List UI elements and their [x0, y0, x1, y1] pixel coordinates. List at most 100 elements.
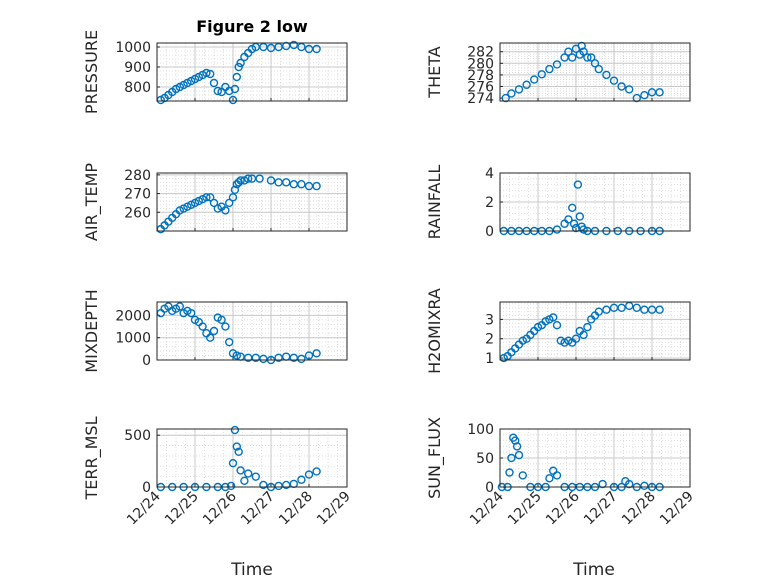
data-point — [655, 305, 664, 314]
data-point — [545, 64, 554, 74]
y-tick-label: 0 — [142, 353, 151, 369]
data-point — [609, 76, 619, 85]
data-point — [564, 47, 573, 56]
data-point — [297, 475, 306, 484]
data-point — [236, 176, 245, 185]
y-tick-label: 2 — [485, 195, 494, 211]
data-point — [236, 58, 245, 68]
axes-frame — [499, 301, 691, 361]
axes-frame — [156, 172, 348, 232]
data-point — [282, 480, 291, 490]
data-point — [617, 303, 626, 312]
data-point — [205, 333, 215, 342]
data-point — [209, 198, 219, 208]
data-point — [552, 60, 562, 69]
data-point — [289, 40, 298, 50]
data-point — [507, 453, 516, 463]
data-point — [569, 219, 579, 228]
y-axis-label: PRESSURE — [82, 30, 101, 114]
data-point — [568, 53, 577, 62]
data-point — [583, 322, 592, 332]
y-tick-label: 0 — [485, 480, 494, 496]
data-point — [522, 80, 531, 89]
y-tick-label: 260 — [124, 205, 151, 221]
y-axis-label: MIXDEPTH — [82, 289, 101, 372]
data-point — [228, 458, 238, 468]
data-point — [568, 203, 577, 213]
data-point — [282, 178, 291, 187]
data-point — [234, 447, 243, 456]
data-point — [312, 181, 321, 191]
subplot-5: 0 1000 2000 MIXDEPTH — [82, 289, 348, 373]
data-point — [537, 70, 546, 79]
data-point — [304, 470, 314, 479]
data-point — [230, 84, 240, 94]
data-point — [202, 68, 211, 78]
data-point — [579, 225, 588, 234]
data-point — [274, 353, 283, 362]
data-point — [297, 354, 306, 364]
data-point — [175, 302, 185, 311]
data-point — [234, 178, 243, 187]
y-tick-label: 4 — [485, 166, 494, 182]
data-point — [186, 308, 196, 318]
data-point — [289, 353, 298, 362]
data-point — [552, 225, 562, 234]
data-point — [598, 479, 607, 489]
data-point — [243, 469, 253, 478]
y-tick-label: 1000 — [115, 331, 151, 347]
data-point — [236, 466, 245, 475]
data-point — [224, 198, 234, 208]
data-point — [312, 349, 321, 358]
axes-frame — [499, 172, 691, 232]
data-point — [587, 53, 596, 62]
data-point — [632, 93, 641, 103]
data-point — [234, 62, 243, 72]
data-point — [617, 82, 626, 91]
subplot-1: 800 900 1000 PRESSURE — [82, 30, 348, 114]
data-point — [232, 351, 242, 360]
data-point — [202, 193, 211, 202]
axes-frame — [499, 42, 691, 102]
y-tick-label: 0 — [485, 224, 494, 240]
data-point — [209, 78, 219, 88]
data-point — [228, 95, 238, 105]
y-tick-label: 2000 — [115, 308, 151, 324]
data-point — [602, 305, 611, 314]
data-point — [297, 180, 306, 189]
data-point — [545, 474, 554, 483]
data-point — [226, 481, 236, 491]
data-point — [655, 88, 664, 97]
data-point — [625, 479, 634, 489]
data-point — [602, 70, 611, 80]
y-tick-label: 0 — [142, 480, 151, 496]
y-tick-label: 280 — [124, 168, 151, 184]
data-point — [512, 442, 522, 451]
data-point — [625, 85, 634, 94]
axes-frame — [156, 301, 348, 361]
figure-title: Figure 2 low — [196, 17, 308, 36]
data-point — [217, 315, 226, 325]
data-point — [224, 337, 234, 347]
data-point — [209, 326, 219, 336]
data-point — [221, 322, 230, 331]
axes-frame — [499, 428, 691, 488]
data-point — [304, 351, 314, 360]
y-tick-label: 280 — [467, 56, 494, 72]
y-tick-label: 278 — [467, 68, 494, 84]
data-point — [594, 307, 603, 316]
data-point — [632, 303, 641, 312]
data-point — [274, 481, 283, 491]
subplot-3: 260 270 280 AIR_TEMP — [82, 163, 348, 241]
y-tick-label: 276 — [467, 80, 494, 96]
x-axis-label-right: Time — [572, 560, 615, 580]
y-axis-label: SUN_FLUX — [425, 417, 445, 499]
y-axis-label: TERR_MSL — [82, 416, 102, 500]
y-tick-label: 282 — [467, 45, 494, 61]
axes-frame — [156, 428, 348, 488]
y-tick-label: 800 — [124, 80, 151, 96]
y-tick-label: 1 — [485, 351, 494, 367]
subplot-4: 0 2 4 RAINFALL — [425, 165, 691, 240]
